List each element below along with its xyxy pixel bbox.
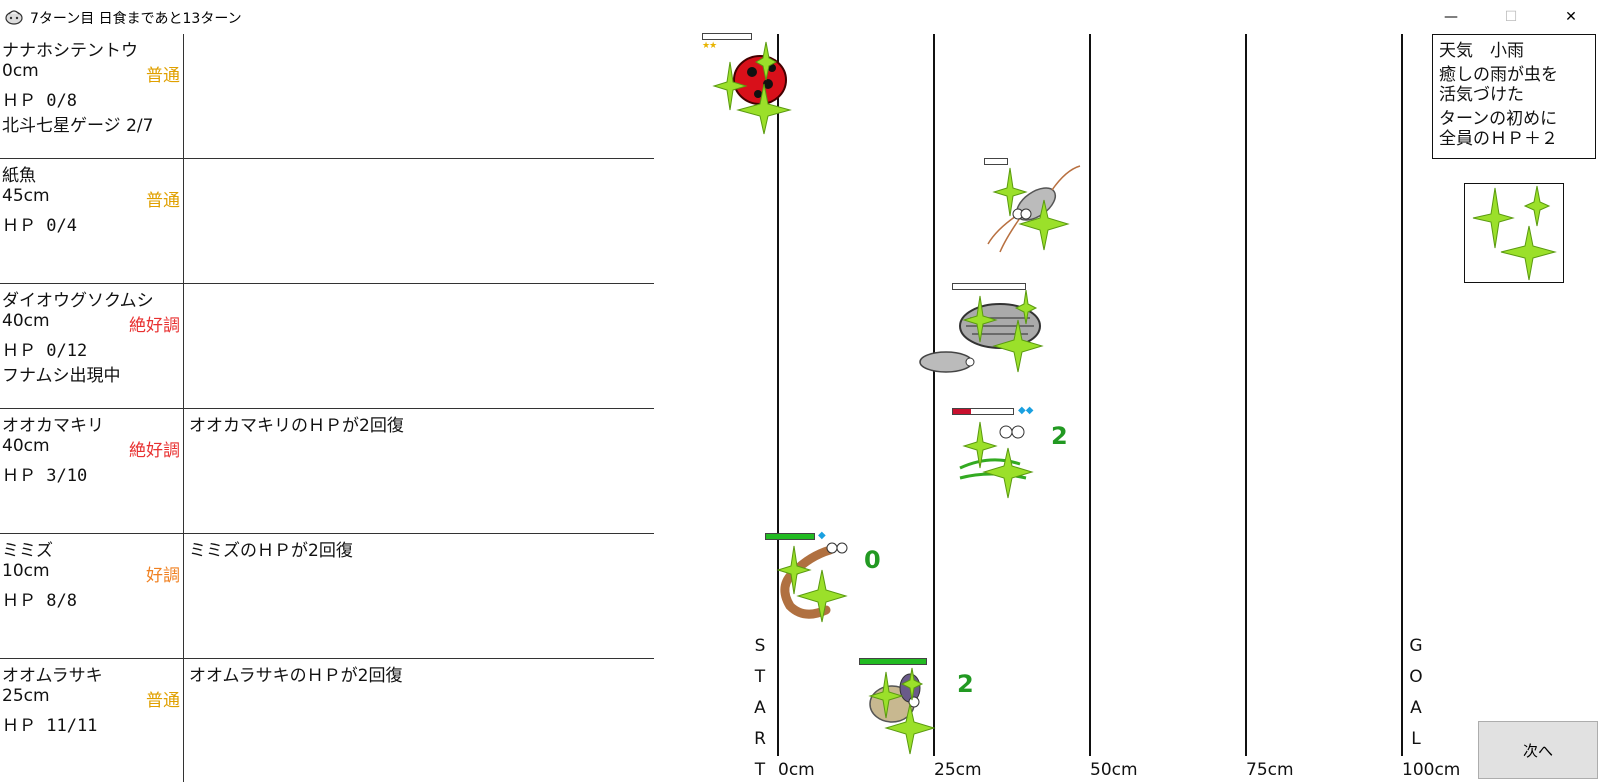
bug-name: ダイオウグソクムシ — [2, 291, 154, 311]
weather-effect: ターンの初めに — [1439, 109, 1558, 129]
bug-distance: 10cm — [2, 561, 50, 581]
goal-letter: A — [1410, 698, 1422, 718]
bug-row-isopod: ダイオウグソクムシ 40cm 絶好調 ＨＰ 0/12 フナムシ出現中 — [0, 284, 654, 409]
start-letter: T — [754, 760, 766, 780]
bug-distance: 40cm — [2, 436, 50, 456]
hp-bar-butterfly — [859, 658, 927, 665]
bug-name: ナナホシテントウ — [2, 41, 138, 61]
bug-hp: ＨＰ 0/8 — [2, 91, 77, 111]
start-letter: R — [754, 729, 766, 749]
bug-name: オオカマキリ — [2, 416, 104, 436]
bug-hp: ＨＰ 8/8 — [2, 591, 77, 611]
track-line-50 — [1089, 34, 1091, 756]
bug-info: ナナホシテントウ 0cm 普通 ＨＰ 0/8 北斗七星ゲージ 2/7 — [0, 34, 184, 158]
bug-row-silverfish: 紙魚 45cm 普通 ＨＰ 0/4 — [0, 159, 654, 284]
bug-row-butterfly: オオムラサキ 25cm 普通 ＨＰ 11/11 オオムラサキのＨＰが2回復 — [0, 659, 654, 782]
bug-condition: 普通 — [146, 691, 180, 711]
axis-label-25: 25cm — [934, 760, 982, 780]
bug-message: オオムラサキのＨＰが2回復 — [189, 666, 403, 686]
bug-hp: ＨＰ 3/10 — [2, 466, 88, 486]
next-button[interactable]: 次へ — [1478, 721, 1598, 779]
goal-letter: O — [1409, 667, 1423, 687]
title-bar: 7ターン目 日食まであと13ターン — ☐ ✕ — [0, 0, 1602, 34]
bug-condition: 普通 — [146, 66, 180, 86]
hp-bar-isopod — [952, 283, 1026, 290]
bug-condition: 絶好調 — [129, 316, 180, 336]
mantis-sprite — [959, 421, 1034, 499]
bug-distance: 45cm — [2, 186, 50, 206]
rank-number: 2 — [957, 670, 974, 698]
hp-bar-fill — [860, 659, 926, 664]
bug-condition: 好調 — [146, 566, 180, 586]
rank-number: 0 — [864, 546, 881, 574]
weather-icon-box — [1464, 183, 1564, 283]
bug-message: オオカマキリのＨＰが2回復 — [189, 416, 404, 436]
bug-distance: 0cm — [2, 61, 39, 81]
weather-description-2: 活気づけた — [1439, 85, 1524, 105]
bug-row-mantis: オオカマキリ 40cm 絶好調 ＨＰ 3/10 オオカマキリのＨＰが2回復 — [0, 409, 654, 534]
star-icon: ★★ — [702, 41, 717, 51]
bug-info: 紙魚 45cm 普通 ＨＰ 0/4 — [0, 159, 184, 283]
rank-number: 2 — [1051, 422, 1068, 450]
butterfly-sprite — [868, 667, 936, 755]
bug-info: ダイオウグソクムシ 40cm 絶好調 ＨＰ 0/12 フナムシ出現中 — [0, 284, 184, 408]
bug-distance: 40cm — [2, 311, 50, 331]
weather-title: 天気 小雨 — [1439, 41, 1524, 61]
goal-letter: G — [1409, 636, 1423, 656]
axis-label-75: 75cm — [1246, 760, 1294, 780]
window-title: 7ターン目 日食まであと13ターン — [30, 11, 242, 27]
coin-pouch-icon — [5, 10, 23, 25]
bug-hp: ＨＰ 11/11 — [2, 716, 98, 736]
weather-description: 癒しの雨が虫を — [1439, 65, 1558, 85]
bug-info: ミミズ 10cm 好調 ＨＰ 8/8 — [0, 534, 184, 658]
diamond-icon: ◆◆ — [1018, 405, 1034, 416]
goal-letter: L — [1411, 729, 1421, 749]
silverfish-sprite — [987, 165, 1081, 253]
hp-bar-silverfish — [984, 158, 1008, 165]
start-letter: T — [754, 667, 766, 687]
bug-info: オオカマキリ 40cm 絶好調 ＨＰ 3/10 — [0, 409, 184, 533]
ladybug-sprite — [712, 41, 792, 135]
isopod-sprite — [919, 290, 1044, 373]
axis-label-0: 0cm — [778, 760, 815, 780]
track-line-start — [777, 34, 779, 756]
track-line-goal — [1401, 34, 1403, 756]
hp-bar-fill — [766, 534, 814, 539]
hp-bar-mantis — [952, 408, 1014, 415]
bug-hp: ＨＰ 0/12 — [2, 341, 88, 361]
hp-bar-ladybug — [702, 33, 752, 40]
start-letter: S — [754, 636, 766, 656]
axis-label-50: 50cm — [1090, 760, 1138, 780]
bug-hp: ＨＰ 0/4 — [2, 216, 77, 236]
bug-row-worm: ミミズ 10cm 好調 ＨＰ 8/8 ミミズのＨＰが2回復 — [0, 534, 654, 659]
weather-effect-2: 全員のＨＰ＋２ — [1439, 129, 1558, 149]
track-line-75 — [1245, 34, 1247, 756]
bug-status-list: ナナホシテントウ 0cm 普通 ＨＰ 0/8 北斗七星ゲージ 2/7 紙魚 45… — [0, 34, 654, 782]
bug-info: オオムラサキ 25cm 普通 ＨＰ 11/11 — [0, 659, 184, 782]
bug-message: ミミズのＨＰが2回復 — [189, 541, 353, 561]
bug-name: ミミズ — [2, 541, 53, 561]
diamond-icon: ◆ — [818, 530, 826, 541]
hp-bar-worm — [765, 533, 815, 540]
hp-bar-fill — [953, 409, 971, 414]
bug-row-ladybug: ナナホシテントウ 0cm 普通 ＨＰ 0/8 北斗七星ゲージ 2/7 — [0, 34, 654, 159]
axis-label-100: 100cm — [1402, 760, 1461, 780]
bug-name: 紙魚 — [2, 166, 36, 186]
close-button[interactable]: ✕ — [1565, 9, 1577, 25]
bug-condition: 絶好調 — [129, 441, 180, 461]
bug-extra-status: 北斗七星ゲージ 2/7 — [2, 116, 154, 136]
weather-panel: 天気 小雨 癒しの雨が虫を 活気づけた ターンの初めに 全員のＨＰ＋２ — [1432, 34, 1596, 159]
maximize-button[interactable]: ☐ — [1504, 9, 1518, 25]
sparkle-rain-icon — [1472, 185, 1557, 281]
minimize-button[interactable]: — — [1444, 9, 1458, 25]
start-letter: A — [754, 698, 766, 718]
worm-sprite — [776, 542, 848, 623]
track-line-25 — [933, 34, 935, 756]
bug-name: オオムラサキ — [2, 666, 103, 686]
bug-distance: 25cm — [2, 686, 50, 706]
bug-condition: 普通 — [146, 191, 180, 211]
bug-extra-status: フナムシ出現中 — [2, 366, 121, 386]
